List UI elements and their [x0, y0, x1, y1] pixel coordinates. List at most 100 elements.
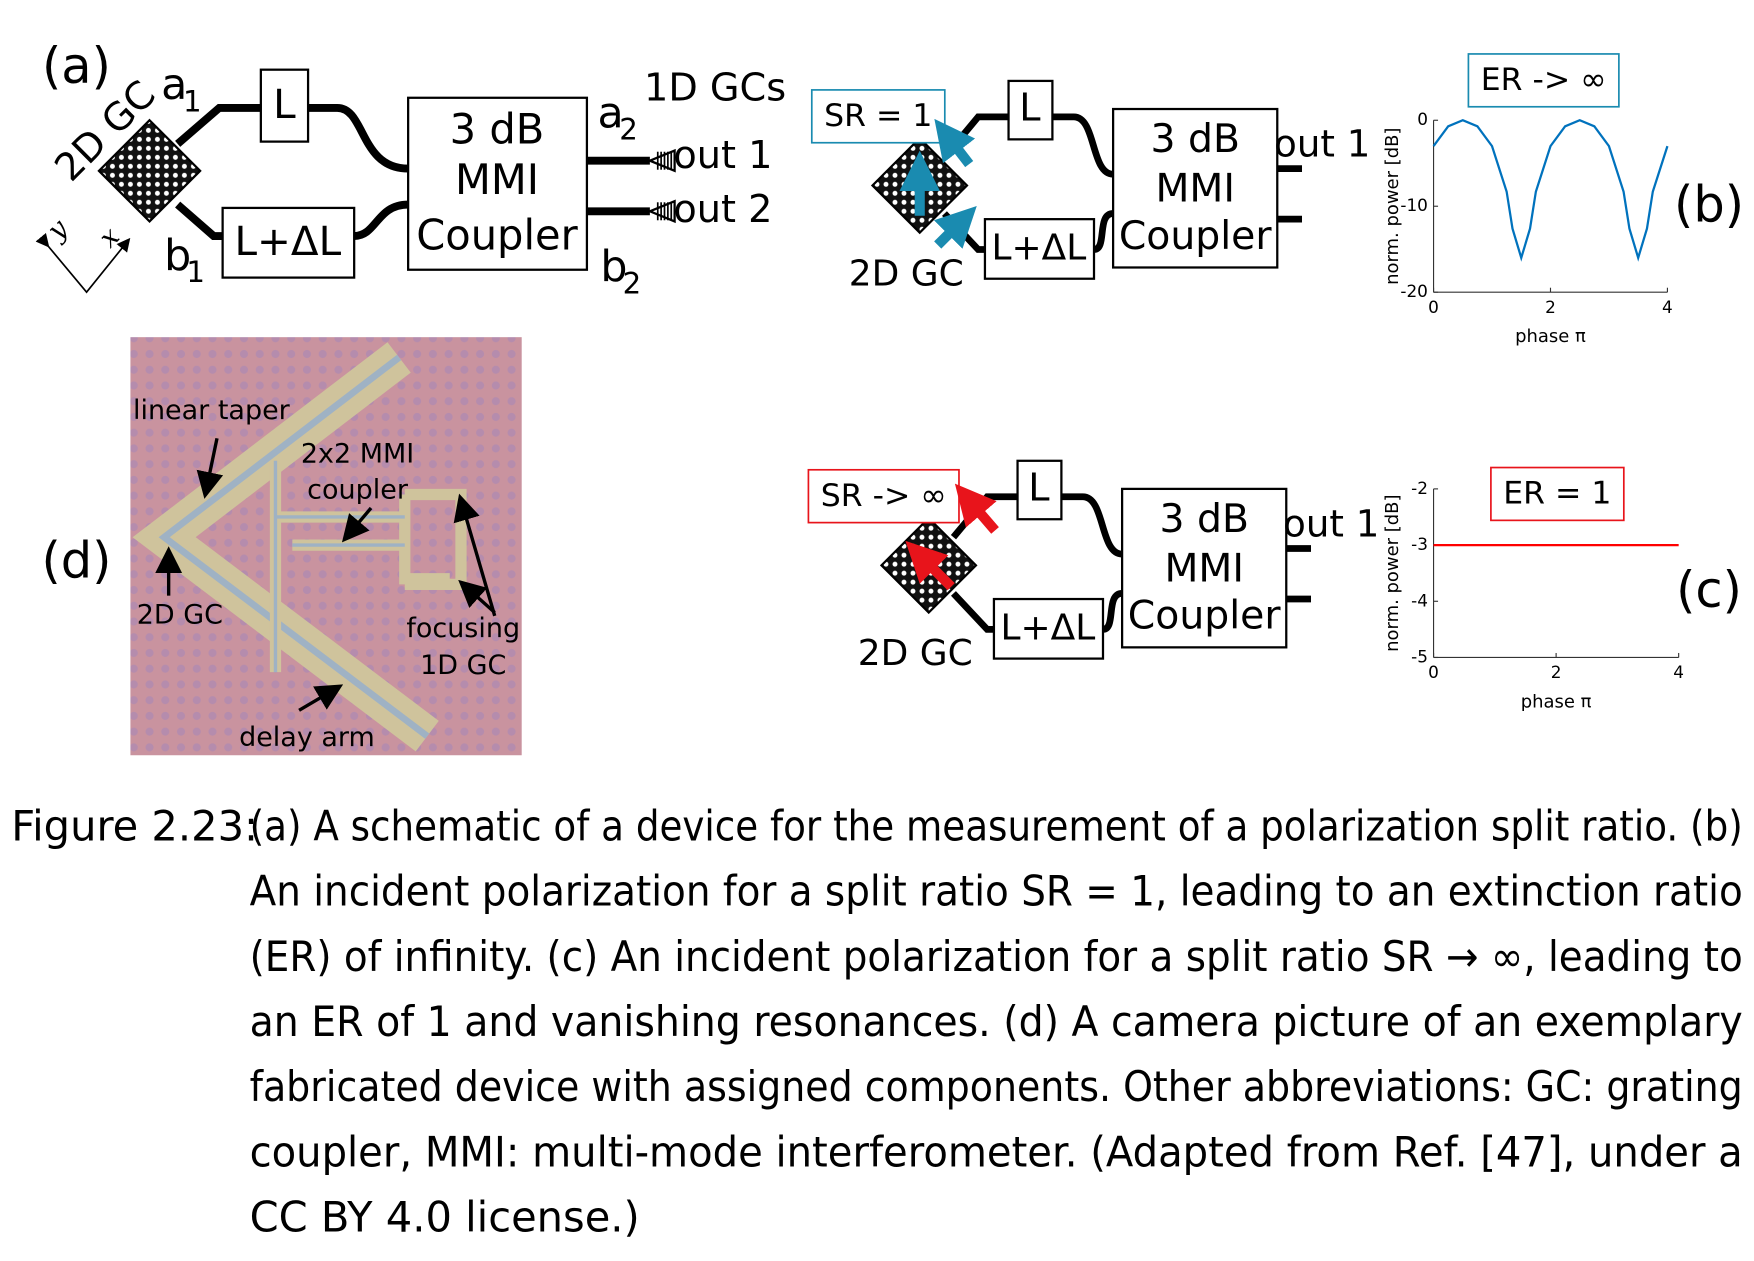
label: 2 [1545, 297, 1556, 317]
label: MMI [455, 155, 539, 204]
label: out 2 [673, 188, 772, 232]
waveguide [1061, 493, 1123, 558]
annotation-arrow [196, 437, 224, 499]
label: phase π [1521, 691, 1592, 712]
waveguide [1052, 113, 1114, 178]
label: Coupler [1128, 593, 1282, 639]
series-line [1432, 119, 1669, 262]
polarization-arrow [934, 118, 976, 168]
label: 4 [1662, 297, 1673, 317]
label: 2D GC [137, 599, 223, 630]
label: 2 [1551, 662, 1562, 682]
label: Coupler [416, 210, 578, 259]
label: norm. power [dB] [1382, 128, 1403, 285]
label: y [41, 213, 75, 247]
label: (a) A schematic of a device for the meas… [250, 801, 1743, 850]
waveguide [353, 200, 409, 240]
photo-structure [273, 460, 405, 673]
label: a [597, 88, 623, 138]
label: L [1019, 87, 1041, 131]
label: An incident polarization for a split rat… [250, 867, 1743, 916]
label: 1D GCs [644, 66, 786, 110]
annotation-arrow [298, 684, 344, 712]
label: 2x2 MMI [301, 439, 414, 470]
label: L [273, 80, 296, 128]
box [1111, 107, 1279, 269]
label: 1 [183, 84, 202, 118]
label: Coupler [1119, 213, 1273, 259]
label: L+ΔL [1000, 607, 1095, 648]
label: linear taper [133, 395, 291, 426]
annotation-arrow [341, 506, 373, 543]
label: phase π [1515, 326, 1586, 347]
label: -2 [1411, 478, 1428, 498]
box [407, 96, 589, 271]
polarization-arrow [905, 540, 955, 591]
label: 1D GC [420, 650, 506, 681]
label: L [1028, 467, 1050, 511]
axis-arrows [35, 232, 131, 294]
box [992, 597, 1105, 660]
label: L+ΔL [234, 217, 341, 265]
label: out 1 [1283, 502, 1379, 545]
polarization-arrow [954, 483, 999, 534]
label: (c) [1676, 561, 1742, 619]
label: -10 [1400, 195, 1428, 215]
waveguide [308, 103, 409, 173]
label: 1 [186, 255, 205, 289]
label: b [600, 242, 627, 292]
label: L+ΔL [991, 228, 1086, 269]
label: 0 [1417, 109, 1428, 129]
waveguide [1101, 590, 1123, 633]
annotation-arrow [458, 579, 496, 614]
label: Figure 2.23: [11, 801, 258, 850]
label: 0 [1428, 662, 1439, 682]
annotation-arrow [453, 493, 497, 617]
label: (d) [41, 532, 111, 590]
label: SR = 1 [824, 98, 932, 134]
box [221, 206, 356, 279]
grating-coupler [97, 118, 202, 223]
label: delay arm [239, 722, 375, 753]
label: 2D GC [849, 253, 964, 294]
label: an ER of 1 and vanishing resonances. (d)… [250, 997, 1743, 1046]
extinction-ratio-box [1467, 53, 1620, 108]
label: 2 [619, 112, 638, 146]
label: 4 [1673, 662, 1684, 682]
label: out 1 [1274, 123, 1370, 166]
box [983, 218, 1096, 280]
label: ER -> ∞ [1481, 62, 1607, 98]
label: 2 [623, 266, 642, 300]
box [1007, 79, 1054, 141]
box [1120, 487, 1288, 649]
label: 3 dB [450, 105, 545, 154]
label: 0 [1428, 297, 1439, 317]
label: 2D GC [858, 633, 973, 674]
label: MMI [1155, 166, 1234, 212]
label: coupler, MMI: multi-mode interferometer.… [250, 1127, 1743, 1176]
label: 3 dB [1159, 496, 1248, 542]
split-ratio-box [810, 89, 946, 144]
label: coupler [307, 475, 409, 506]
split-ratio-box [807, 468, 960, 524]
label: SR -> ∞ [821, 478, 947, 514]
label: (ER) of infinity. (c) An incident polari… [250, 932, 1743, 981]
waveguide [950, 591, 994, 633]
label: out 1 [673, 134, 772, 178]
label: -4 [1411, 590, 1428, 610]
box [1016, 459, 1063, 521]
label: CC BY 4.0 license.) [250, 1193, 640, 1242]
waveguide [1092, 210, 1114, 253]
waveguide [175, 103, 261, 147]
label: fabricated device with assigned componen… [250, 1062, 1743, 1111]
box [259, 68, 310, 143]
label: focusing [406, 613, 520, 644]
label: -3 [1411, 534, 1428, 554]
label: -5 [1411, 646, 1428, 666]
label: a [161, 60, 187, 110]
extinction-ratio-box [1490, 466, 1625, 522]
